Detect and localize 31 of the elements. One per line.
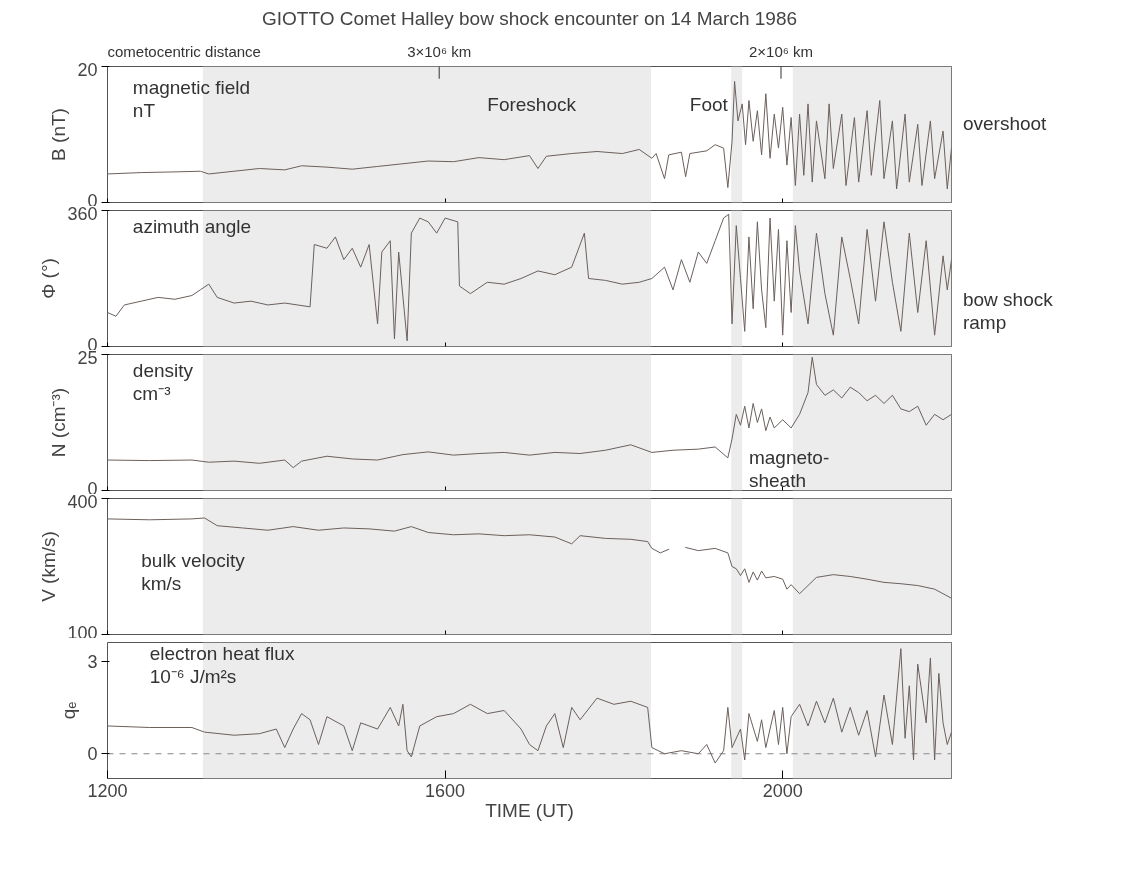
line-series bbox=[107, 80, 952, 190]
y-axis-title: B (nT) bbox=[48, 108, 70, 161]
y-tick-label: 3 bbox=[87, 651, 98, 672]
x-tick-label: 1200 bbox=[87, 780, 128, 801]
y-axis-title: Φ (°) bbox=[38, 258, 60, 299]
text: overshoot bbox=[962, 112, 1048, 134]
y-axis-title: qₑ bbox=[58, 701, 80, 720]
y-axis-title: V (km/s) bbox=[38, 531, 60, 602]
x-tick-label: 2000 bbox=[762, 780, 803, 801]
text: 3×10⁶ km bbox=[407, 42, 472, 60]
y-tick-label: 0 bbox=[87, 744, 98, 765]
annotation: Foot bbox=[689, 93, 729, 115]
text: bow shock ramp bbox=[962, 289, 1054, 334]
annotation: magnetic field nT bbox=[132, 77, 251, 122]
line-series bbox=[107, 356, 952, 469]
annotation: density cm⁻³ bbox=[132, 359, 194, 405]
annotation: magneto- sheath bbox=[748, 446, 830, 492]
y-axis-title: N (cm⁻³) bbox=[48, 387, 70, 458]
line-series bbox=[107, 213, 952, 342]
y-tick-label: 100 bbox=[67, 622, 98, 643]
annotation: azimuth angle bbox=[132, 215, 252, 237]
x-tick-label: 1600 bbox=[425, 780, 466, 801]
chart-title: GIOTTO Comet Halley bow shock encounter on 14 March 1986 bbox=[261, 7, 798, 29]
line-series bbox=[107, 648, 952, 764]
text: cometocentric distance bbox=[107, 42, 261, 60]
x-axis-title: TIME (UT) bbox=[485, 799, 574, 821]
annotation: bulk velocity km/s bbox=[141, 550, 246, 595]
annotation: electron heat flux 10⁻⁶ J/m²s bbox=[149, 642, 295, 687]
y-tick-label: 20 bbox=[77, 59, 98, 80]
annotation: Foreshock bbox=[487, 93, 577, 115]
text: 2×10⁶ km bbox=[748, 42, 814, 60]
